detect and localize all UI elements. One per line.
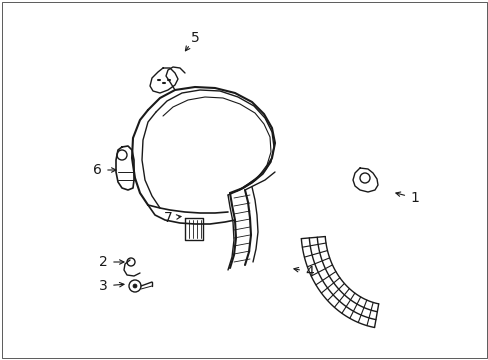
Text: 7: 7	[163, 211, 172, 225]
Text: 5: 5	[190, 31, 199, 45]
Circle shape	[133, 284, 137, 288]
Text: 1: 1	[410, 191, 419, 205]
Text: 3: 3	[99, 279, 107, 293]
Text: 6: 6	[92, 163, 101, 177]
Text: 4: 4	[305, 265, 314, 279]
Text: 2: 2	[99, 255, 107, 269]
